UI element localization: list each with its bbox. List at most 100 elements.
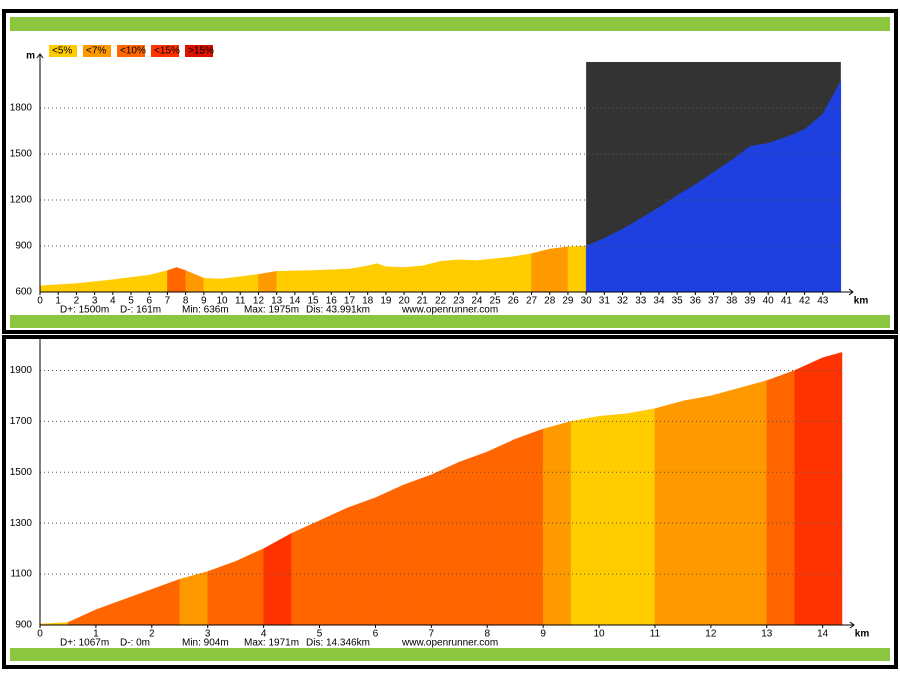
- elevation-segment: [319, 507, 348, 626]
- elevation-segment: [531, 248, 550, 293]
- elevation-segment: [258, 271, 277, 293]
- x-tick-label: 14: [289, 296, 301, 307]
- x-tick-label: 27: [526, 296, 538, 307]
- x-tick-label: 18: [362, 296, 374, 307]
- elevation-segment: [804, 113, 824, 293]
- x-tick-label: 17: [344, 296, 356, 307]
- legend-swatch: [185, 45, 213, 57]
- elevation-segment: [440, 259, 459, 293]
- x-tick-label: 4: [261, 629, 267, 640]
- site-link: www.openrunner.com: [401, 638, 498, 649]
- legend-label: <7%: [86, 46, 106, 57]
- route-stat: Max: 1971m: [244, 638, 299, 649]
- x-tick-label: 24: [471, 296, 483, 307]
- elevation-segment: [235, 548, 264, 626]
- route-stat: Dis: 14.346km: [306, 638, 370, 649]
- y-axis-label: m: [26, 51, 35, 62]
- x-tick-label: 2: [74, 296, 80, 307]
- elevation-segment: [486, 438, 516, 626]
- elevation-segment: [403, 265, 423, 293]
- elevation-segment: [203, 277, 223, 293]
- x-tick-label: 9: [540, 629, 546, 640]
- elevation-segment: [695, 171, 714, 293]
- x-tick-label: 26: [508, 296, 520, 307]
- elevation-segment: [376, 263, 387, 293]
- y-tick-label: 1200: [10, 195, 33, 206]
- elevation-segment: [179, 571, 208, 626]
- elevation-segment: [567, 245, 587, 293]
- elevation-segment: [676, 184, 696, 293]
- route-stat: Min: 904m: [182, 638, 229, 649]
- elevation-segment: [822, 81, 842, 293]
- x-tick-label: 12: [253, 296, 265, 307]
- y-tick-label: 1100: [10, 569, 32, 580]
- x-tick-label: 31: [599, 296, 611, 307]
- elevation-segment: [767, 136, 787, 293]
- x-tick-label: 6: [373, 629, 379, 640]
- elevation-segment: [375, 484, 404, 626]
- elevation-segment: [822, 352, 843, 626]
- x-axis-arrow: [849, 621, 855, 629]
- x-tick-label: 9: [201, 296, 207, 307]
- elevation-segment: [458, 259, 478, 293]
- elevation-segment: [312, 268, 350, 293]
- elevation-segment: [598, 413, 628, 626]
- y-tick-label: 900: [15, 241, 32, 252]
- elevation-segment: [207, 561, 236, 626]
- x-tick-label: 41: [781, 296, 793, 307]
- x-tick-label: 4: [110, 296, 116, 307]
- legend-swatch: [49, 45, 77, 57]
- x-tick-label: 36: [690, 296, 702, 307]
- elevation-segment: [658, 194, 678, 293]
- elevation-segment: [626, 408, 656, 626]
- x-tick-label: 20: [399, 296, 411, 307]
- x-tick-label: 25: [490, 296, 502, 307]
- x-tick-label: 39: [744, 296, 756, 307]
- elevation-segment: [385, 266, 405, 293]
- legend-swatch: [117, 45, 145, 57]
- elevation-segment: [654, 400, 684, 626]
- elevation-segment: [794, 357, 823, 626]
- x-tick-label: 11: [650, 629, 661, 640]
- legend-swatch: [83, 45, 111, 57]
- x-axis-arrow: [848, 288, 854, 296]
- elevation-segment: [738, 380, 768, 626]
- x-tick-label: 35: [672, 296, 684, 307]
- x-tick-label: 5: [128, 296, 134, 307]
- x-tick-label: 12: [705, 629, 717, 640]
- legend-label: <15%: [154, 46, 180, 57]
- x-tick-label: 15: [308, 296, 320, 307]
- footer-bar: [10, 648, 890, 661]
- elevation-segment: [347, 497, 376, 626]
- elevation-segment: [513, 253, 532, 293]
- elevation-segment: [459, 451, 488, 626]
- elevation-segment: [542, 421, 572, 626]
- x-tick-label: 1: [55, 296, 61, 307]
- y-tick-label: 1500: [10, 149, 33, 160]
- x-tick-label: 6: [146, 296, 152, 307]
- elevation-segment: [263, 532, 292, 626]
- elevation-segment: [422, 261, 441, 293]
- x-tick-label: 0: [37, 629, 43, 640]
- elevation-segment: [786, 129, 805, 293]
- x-axis-label: km: [854, 296, 869, 307]
- elevation-segment: [731, 145, 751, 293]
- elevation-segment: [713, 159, 733, 293]
- footer-bar: [10, 315, 890, 328]
- x-tick-label: 7: [165, 296, 171, 307]
- x-tick-label: 38: [726, 296, 738, 307]
- x-tick-label: 22: [435, 296, 447, 307]
- x-tick-label: 8: [183, 296, 189, 307]
- header-bar: [10, 17, 890, 31]
- elevation-segment: [291, 520, 320, 626]
- route-stat: D+: 1067m: [60, 638, 109, 649]
- y-tick-label: 1800: [10, 103, 33, 114]
- elevation-segment: [710, 387, 740, 626]
- elevation-segment: [749, 142, 769, 293]
- y-axis-arrow: [36, 53, 44, 59]
- elevation-segment: [431, 461, 460, 626]
- legend-swatch: [151, 45, 179, 57]
- x-tick-label: 1: [93, 629, 99, 640]
- elevation-segment: [367, 263, 378, 293]
